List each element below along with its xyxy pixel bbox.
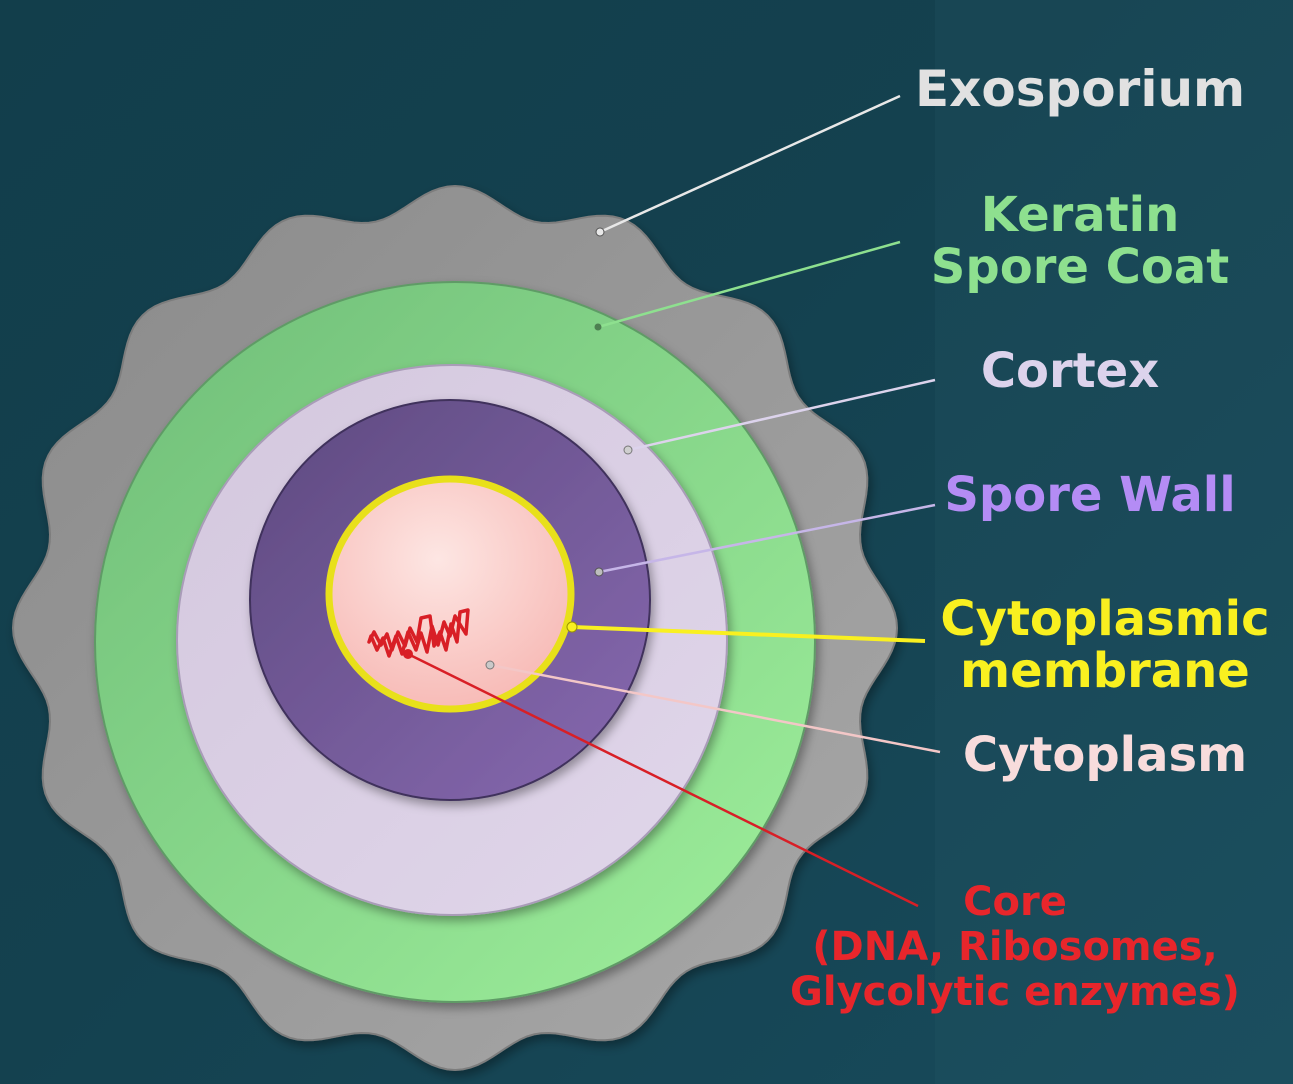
core-label-line-1: Core: [963, 879, 1067, 925]
cytoplasmic-membrane-label: Cytoplasmic membrane: [925, 591, 1285, 699]
core-pointer-dot: [403, 649, 413, 659]
spore-wall-pointer-dot: [594, 567, 604, 577]
keratin-spore-coat-pointer-dot: [594, 323, 602, 331]
cytoplasmic-membrane-pointer-dot: [566, 621, 578, 633]
cytoplasmic-membrane-label-line-2: membrane: [960, 642, 1250, 699]
cytoplasm-pointer-dot: [485, 660, 495, 670]
cytoplasmic-membrane-label-line-1: Cytoplasmic: [940, 591, 1270, 647]
exosporium-label: Exosporium: [915, 60, 1246, 118]
spore-wall-label: Spore Wall: [944, 467, 1236, 523]
label-panel: [935, 0, 1293, 1084]
exosporium-pointer-dot: [595, 227, 605, 237]
core-label-line-3: Glycolytic enzymes): [790, 968, 1240, 1015]
exosporium-leader-line: [599, 94, 901, 234]
core-label: Core (DNA, Ribosomes, Glycolytic enzymes…: [770, 880, 1260, 1014]
keratin-spore-coat-leader-line: [597, 240, 901, 329]
cytoplasm-label: Cytoplasm: [962, 727, 1248, 783]
cortex-pointer-dot: [623, 445, 633, 455]
core-leader-line: [407, 652, 919, 908]
keratin-spore-coat-label: Keratin Spore Coat: [915, 187, 1245, 295]
cortex-leader-line: [627, 378, 936, 452]
cortex-label: Cortex: [980, 343, 1160, 399]
cytoplasmic-membrane-leader-line: [571, 625, 926, 643]
keratin-spore-coat-label-line-2: Spore Coat: [930, 238, 1230, 295]
dna-strand: [367, 608, 470, 658]
cytoplasm-leader-line: [489, 663, 941, 754]
keratin-spore-coat-label-line-1: Keratin: [980, 187, 1180, 243]
core-label-line-2: (DNA, Ribosomes,: [812, 923, 1218, 970]
spore-wall-leader-line: [598, 503, 936, 574]
